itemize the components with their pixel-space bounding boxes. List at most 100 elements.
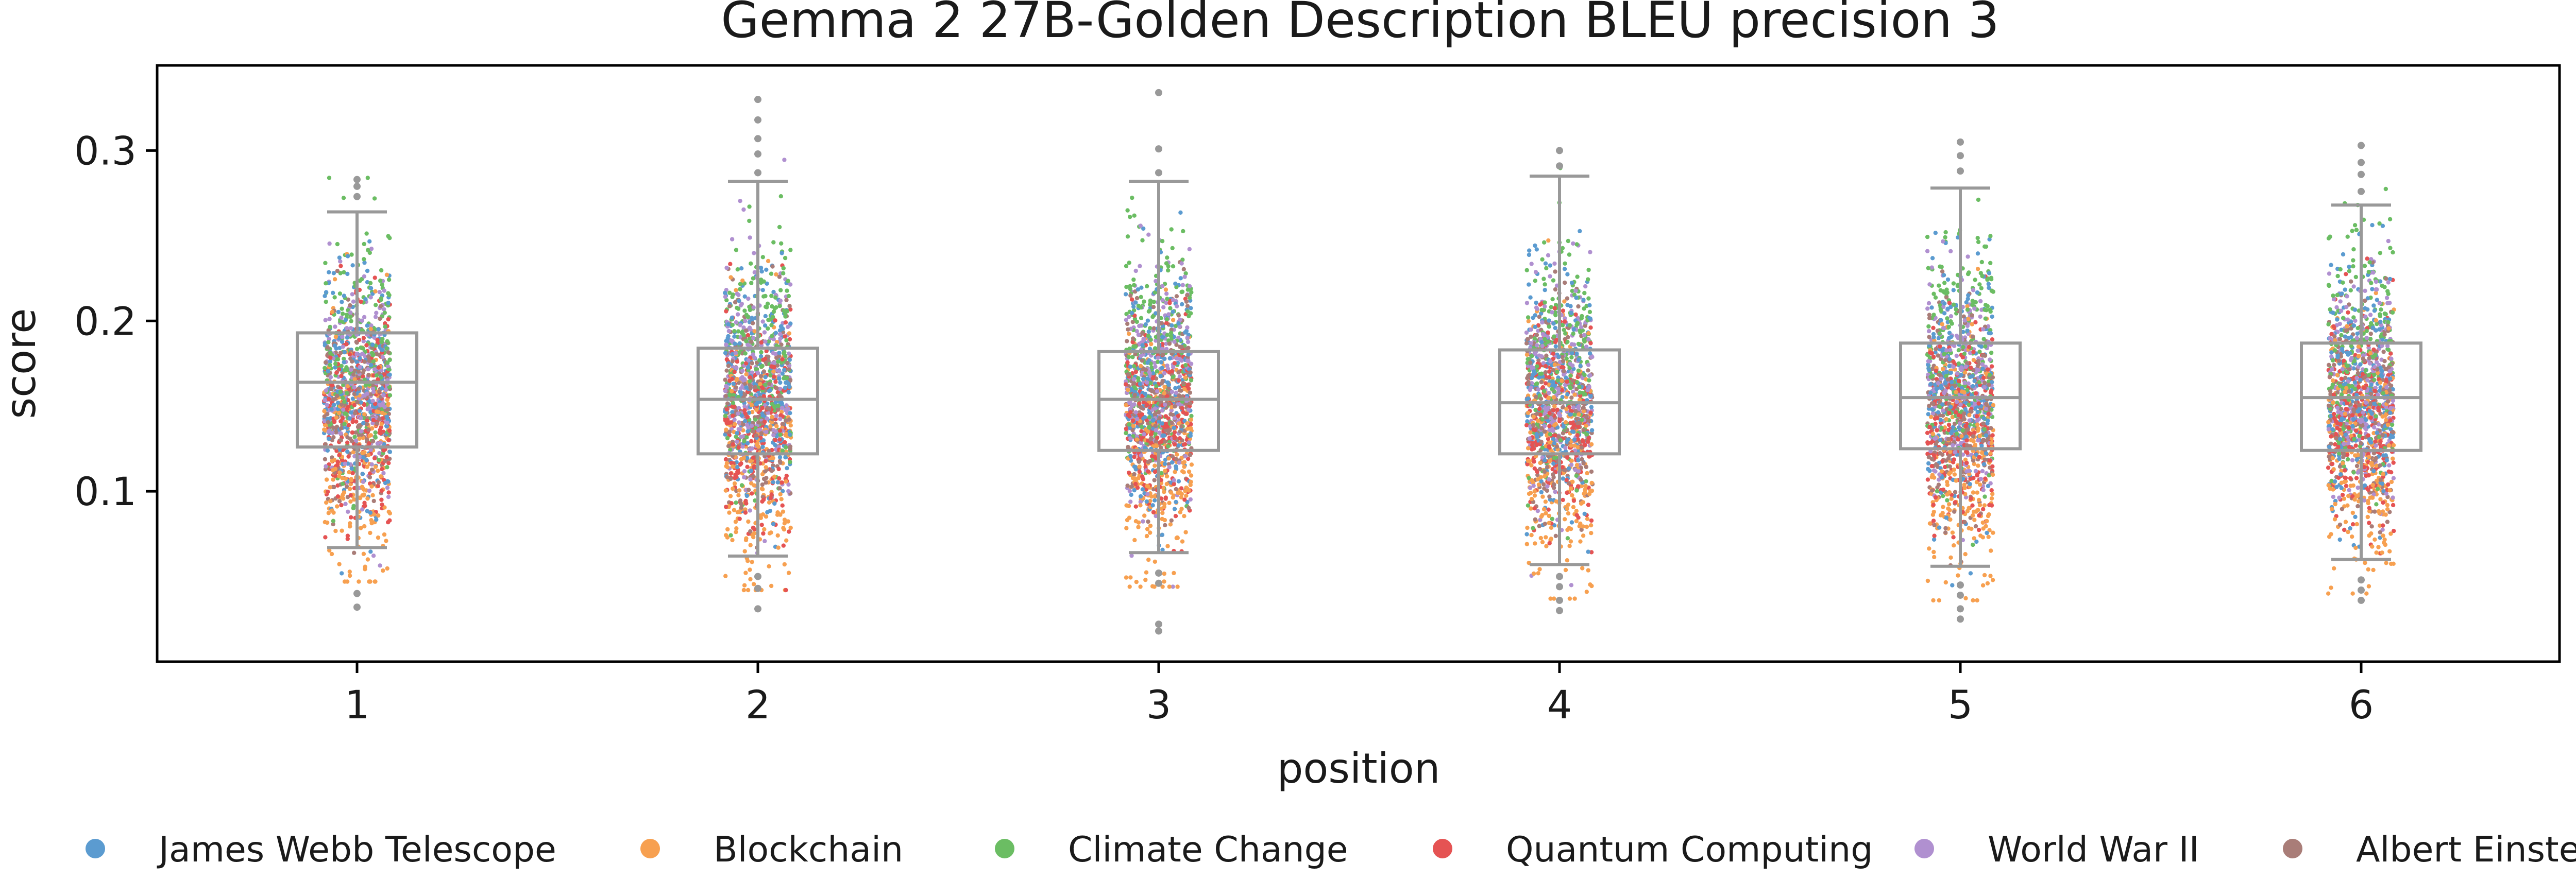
data-point [731,382,736,386]
data-point [370,383,375,388]
data-point [1131,381,1137,385]
data-point [340,334,345,339]
data-point [778,433,783,437]
data-point [1153,470,1158,474]
data-point [1170,389,1174,394]
data-point [782,350,787,355]
data-point [734,248,739,252]
data-point [372,196,377,201]
data-point [749,261,753,266]
data-point [743,328,749,333]
data-point [750,316,754,320]
data-point [1139,316,1144,320]
data-point [773,379,778,384]
data-point [785,360,790,366]
data-point [1180,406,1184,410]
data-point [1177,460,1182,465]
data-point [343,318,348,322]
data-point [1147,415,1152,420]
data-point [1130,195,1134,200]
data-point [1154,384,1159,389]
data-point [777,437,782,442]
data-point [1170,460,1175,465]
data-point [783,433,788,438]
data-point [781,271,786,275]
data-point [364,343,369,348]
data-point [751,336,756,340]
data-point [371,498,376,504]
data-point [730,389,734,393]
data-point [731,413,735,418]
data-point [369,484,374,489]
data-point [779,241,784,246]
data-point [1139,424,1144,429]
data-point [1543,261,1548,266]
data-point [770,334,774,338]
data-point [724,505,728,509]
data-point [339,364,344,368]
data-point [379,474,383,479]
data-point [367,441,371,446]
data-point [1174,294,1179,299]
data-point [777,512,782,516]
data-point [335,393,340,399]
data-point [368,286,374,290]
data-point [752,531,757,536]
data-point [764,304,768,309]
data-point [338,264,343,268]
data-point [783,320,788,325]
data-point [787,385,792,389]
data-point [764,267,769,272]
jitter-points [321,158,2396,603]
data-point [361,551,366,556]
data-point [1176,321,1181,326]
data-point [767,531,772,536]
data-point [358,278,362,283]
data-point [779,497,784,502]
data-point [761,279,766,284]
data-point [1176,370,1181,375]
data-point [759,350,764,355]
data-point [361,455,366,460]
data-point [724,464,728,469]
data-point [761,497,766,502]
data-point [367,475,372,480]
data-point [774,413,779,418]
data-point [1139,453,1144,458]
data-point [741,588,747,593]
data-point [1586,277,1590,282]
data-point [731,464,735,469]
data-point [1188,434,1193,438]
data-point [1533,279,1537,283]
data-point [735,439,739,444]
data-point [1172,442,1177,447]
data-point [1163,414,1168,419]
data-point [357,579,361,584]
data-point [349,252,354,257]
data-point [1569,281,1574,285]
data-point [776,359,781,364]
data-point [370,353,376,357]
data-point [1174,499,1178,505]
data-point [1163,523,1167,528]
data-point [749,468,754,473]
data-point [376,513,381,518]
data-point [357,369,361,374]
data-point [1146,333,1151,338]
data-point [773,438,777,442]
data-point [1551,472,1555,477]
data-point [348,493,353,497]
data-point [748,543,753,547]
data-point [1527,248,1532,253]
data-point [1148,523,1153,528]
data-point [355,424,361,429]
data-point [1532,489,1537,494]
data-point [1124,575,1129,580]
data-point [730,538,735,543]
data-point [1124,430,1128,436]
data-point [332,402,336,407]
data-point [1158,393,1163,399]
data-point [337,470,342,475]
data-point [1179,289,1184,295]
data-point [1142,432,1146,437]
